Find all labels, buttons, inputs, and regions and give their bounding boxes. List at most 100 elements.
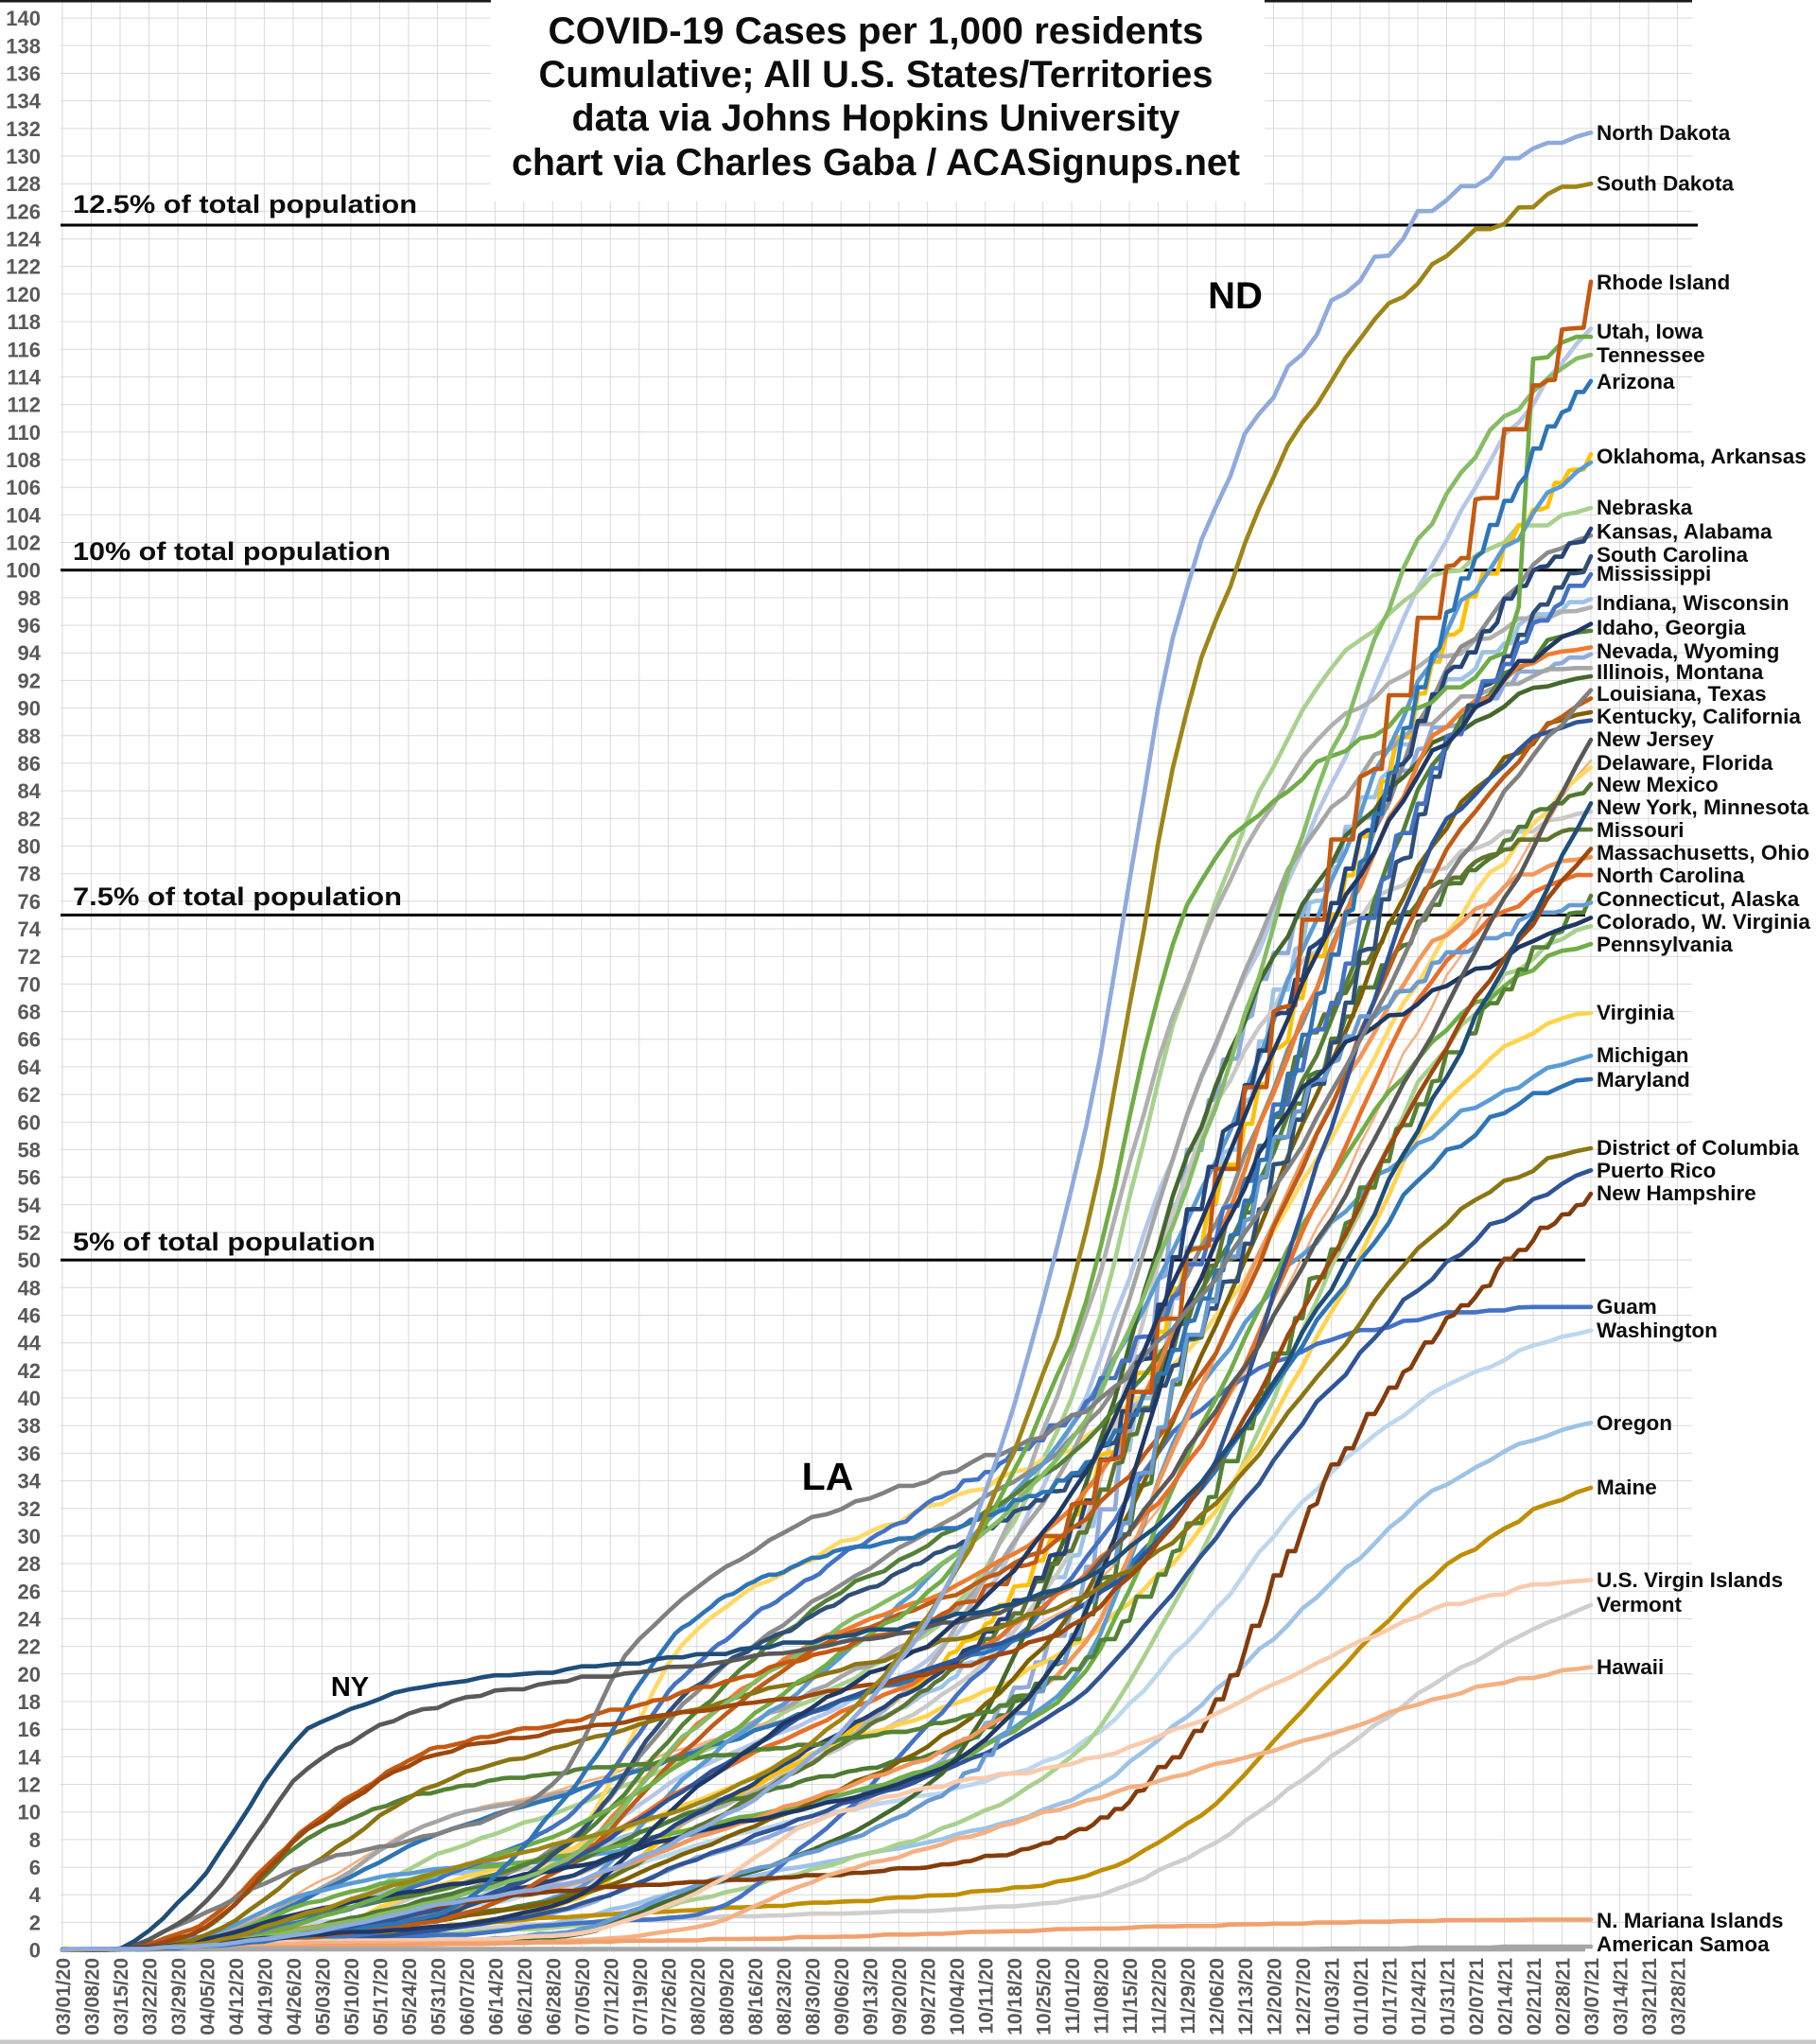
svg-text:11/15/20: 11/15/20 [1120,1958,1142,2035]
svg-text:88: 88 [18,725,41,748]
svg-text:136: 136 [6,62,41,86]
svg-text:128: 128 [6,172,41,196]
svg-text:06/28/20: 06/28/20 [543,1958,565,2035]
svg-text:COVID-19 Cases per 1,000 resid: COVID-19 Cases per 1,000 residents [549,10,1204,52]
svg-text:chart via Charles Gaba / ACASi: chart via Charles Gaba / ACASignups.net [512,142,1240,183]
svg-text:76: 76 [18,890,41,914]
svg-text:62: 62 [18,1083,41,1107]
svg-text:Rhode Island: Rhode Island [1597,271,1730,294]
svg-text:01/10/21: 01/10/21 [1351,1958,1372,2035]
svg-text:134: 134 [6,90,41,114]
svg-text:110: 110 [8,421,42,445]
svg-text:106: 106 [6,476,41,499]
svg-text:Michigan: Michigan [1597,1043,1689,1067]
svg-text:05/24/20: 05/24/20 [399,1958,421,2035]
svg-text:Cumulative; All U.S. States/Te: Cumulative; All U.S. States/Territories [539,54,1214,96]
svg-text:Maine: Maine [1597,1476,1657,1499]
svg-text:Louisiana, Texas: Louisiana, Texas [1597,682,1767,706]
svg-text:138: 138 [6,34,41,58]
svg-text:04/19/20: 04/19/20 [254,1958,276,2035]
svg-text:70: 70 [18,972,41,996]
svg-text:18: 18 [18,1690,41,1714]
svg-text:05/17/20: 05/17/20 [370,1958,392,2035]
svg-text:07/05/20: 07/05/20 [572,1958,594,2035]
svg-text:09/20/20: 09/20/20 [889,1958,911,2035]
svg-text:Pennsylvania: Pennsylvania [1597,933,1733,956]
svg-text:District of Columbia: District of Columbia [1597,1136,1799,1160]
svg-text:Washington: Washington [1597,1319,1718,1342]
svg-text:104: 104 [6,503,41,527]
svg-text:02/28/21: 02/28/21 [1553,1958,1575,2035]
svg-text:Nevada, Wyoming: Nevada, Wyoming [1597,639,1779,663]
svg-text:78: 78 [18,863,41,886]
svg-text:05/10/20: 05/10/20 [341,1958,363,2035]
svg-text:07/12/20: 07/12/20 [601,1958,622,2035]
svg-text:16: 16 [18,1718,41,1741]
svg-text:08/23/20: 08/23/20 [774,1958,795,2035]
svg-text:North Dakota: North Dakota [1597,121,1731,145]
svg-text:116: 116 [8,338,42,361]
svg-text:07/19/20: 07/19/20 [630,1958,652,2035]
svg-text:08/16/20: 08/16/20 [745,1958,767,2035]
svg-text:30: 30 [18,1525,41,1548]
svg-text:94: 94 [18,641,42,665]
svg-text:Oklahoma, Arkansas: Oklahoma, Arkansas [1597,445,1807,468]
svg-text:12/06/20: 12/06/20 [1207,1958,1229,2035]
svg-text:Indiana, Wisconsin: Indiana, Wisconsin [1597,591,1790,615]
svg-text:28: 28 [18,1552,41,1576]
svg-text:132: 132 [6,117,41,141]
svg-text:108: 108 [6,448,41,472]
svg-text:11/08/20: 11/08/20 [1091,1958,1113,2035]
svg-text:03/07/21: 03/07/21 [1581,1958,1603,2035]
svg-text:10/04/20: 10/04/20 [947,1958,969,2035]
svg-text:80: 80 [18,835,41,859]
svg-text:74: 74 [18,917,42,941]
svg-text:68: 68 [18,1001,41,1024]
svg-text:56: 56 [18,1166,41,1190]
svg-text:54: 54 [18,1194,42,1217]
svg-text:Massachusetts, Ohio: Massachusetts, Ohio [1597,841,1809,865]
svg-text:98: 98 [18,586,41,610]
svg-text:Tennessee: Tennessee [1597,343,1705,367]
svg-text:42: 42 [18,1359,41,1383]
svg-text:03/22/20: 03/22/20 [140,1958,162,2035]
svg-text:01/17/21: 01/17/21 [1380,1958,1402,2035]
svg-text:120: 120 [6,283,41,306]
svg-text:03/28/21: 03/28/21 [1668,1958,1689,2035]
svg-text:Missouri: Missouri [1597,818,1685,842]
svg-text:58: 58 [18,1138,41,1162]
svg-text:12: 12 [18,1773,41,1797]
svg-text:12/27/20: 12/27/20 [1293,1958,1315,2035]
svg-text:10/25/20: 10/25/20 [1034,1958,1056,2035]
svg-text:NY: NY [331,1672,369,1703]
svg-text:01/24/21: 01/24/21 [1408,1958,1430,2035]
svg-text:10/11/20: 10/11/20 [976,1958,998,2035]
svg-text:N. Mariana Islands: N. Mariana Islands [1597,1909,1784,1932]
svg-text:Kansas, Alabama: Kansas, Alabama [1597,520,1772,544]
svg-text:86: 86 [18,752,41,776]
svg-text:Virginia: Virginia [1597,1001,1675,1024]
svg-text:38: 38 [18,1414,41,1438]
svg-text:112: 112 [8,393,42,417]
svg-text:122: 122 [6,255,41,279]
svg-text:11/29/20: 11/29/20 [1178,1958,1199,2035]
svg-text:New Hampshire: New Hampshire [1597,1181,1756,1205]
svg-text:04/12/20: 04/12/20 [226,1958,248,2035]
svg-text:12.5% of total population: 12.5% of total population [73,190,417,218]
svg-text:Guam: Guam [1597,1295,1657,1319]
svg-text:84: 84 [18,779,42,803]
svg-text:Arizona: Arizona [1597,370,1675,393]
svg-text:24: 24 [18,1608,42,1632]
svg-text:11/01/20: 11/01/20 [1062,1958,1084,2035]
svg-text:11/22/20: 11/22/20 [1149,1958,1171,2035]
svg-text:Connecticut, Alaska: Connecticut, Alaska [1597,887,1800,911]
svg-text:66: 66 [18,1028,41,1052]
svg-text:26: 26 [18,1580,41,1603]
svg-text:08/02/20: 08/02/20 [688,1958,709,2035]
svg-text:01/31/21: 01/31/21 [1438,1958,1459,2035]
svg-text:New Jersey: New Jersey [1597,727,1714,751]
svg-text:06/14/20: 06/14/20 [485,1958,507,2035]
svg-text:09/06/20: 09/06/20 [831,1958,853,2035]
svg-text:Colorado, W. Virginia: Colorado, W. Virginia [1597,910,1810,934]
svg-text:08/09/20: 08/09/20 [716,1958,738,2035]
